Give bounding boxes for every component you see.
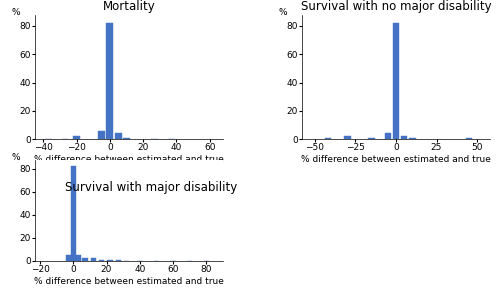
Bar xyxy=(204,260,209,261)
Bar xyxy=(73,136,80,139)
Bar xyxy=(116,260,121,261)
Y-axis label: %: % xyxy=(12,8,20,17)
Bar xyxy=(170,260,176,261)
Bar xyxy=(70,166,76,261)
Title: Survival with no major disability: Survival with no major disability xyxy=(300,0,492,13)
Bar xyxy=(82,258,87,261)
Y-axis label: %: % xyxy=(12,153,20,162)
Bar xyxy=(106,23,114,139)
Title: Mortality: Mortality xyxy=(102,0,156,13)
Bar xyxy=(114,133,121,139)
Bar xyxy=(99,260,104,261)
Bar xyxy=(98,131,105,139)
Text: Survival with major disability: Survival with major disability xyxy=(66,182,238,194)
Bar xyxy=(384,133,391,139)
Bar xyxy=(66,255,71,261)
Bar xyxy=(107,260,112,261)
Bar xyxy=(466,138,472,139)
Bar xyxy=(400,136,407,139)
Bar xyxy=(344,136,350,139)
Y-axis label: %: % xyxy=(278,8,287,17)
Bar xyxy=(137,260,142,261)
Bar xyxy=(76,255,81,261)
Bar xyxy=(124,260,129,261)
Bar xyxy=(187,260,192,261)
X-axis label: % difference between estimated and true: % difference between estimated and true xyxy=(34,277,224,286)
Bar xyxy=(392,23,400,139)
X-axis label: % difference between estimated and true: % difference between estimated and true xyxy=(301,155,491,164)
Bar xyxy=(90,258,96,261)
Bar xyxy=(154,260,159,261)
X-axis label: % difference between estimated and true: % difference between estimated and true xyxy=(34,155,224,164)
